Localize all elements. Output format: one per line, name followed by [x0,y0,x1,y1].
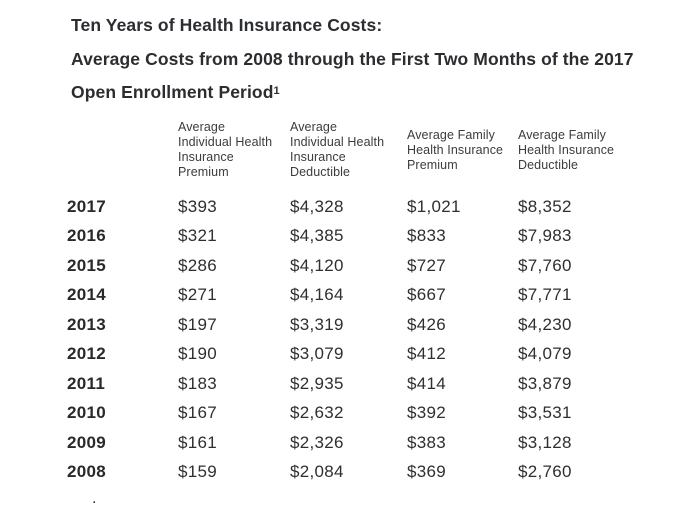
row-year: 2013 [67,314,107,334]
row-value: $3,128 [518,432,572,452]
row-value: $286 [178,255,218,275]
row-value: $426 [407,314,447,334]
row-value: $7,771 [518,285,572,305]
footnote-reference: 1 [273,85,280,97]
row-value: $167 [178,403,218,423]
column-header-label: Average Individual Health Insurance Prem… [178,120,273,179]
row-value: $4,230 [518,314,572,334]
row-year: 2017 [67,196,107,216]
column-header-label: Average Family Health Insurance Premium [407,127,504,172]
footnote-dot: . [92,490,97,507]
row-value: $3,079 [290,344,344,364]
table-row: 2016 $321 $4,385 $833 $7,983 [67,222,648,252]
row-year: 2010 [67,403,107,423]
row-value: $3,319 [290,314,344,334]
row-value: $3,879 [518,373,572,393]
row-value: $414 [407,373,447,393]
row-value: $1,021 [407,196,461,216]
row-value: $7,760 [518,255,572,275]
row-year: 2012 [67,344,107,364]
row-value: $412 [407,344,447,364]
row-value: $4,328 [290,196,344,216]
row-value: $271 [178,285,218,305]
table-row: 2012 $190 $3,079 $412 $4,079 [67,340,648,370]
column-header-family-premium: Average Family Health Insurance Premium [407,128,518,173]
row-value: $833 [407,226,447,246]
row-value: $190 [178,344,218,364]
table-row: 2009 $161 $2,326 $383 $3,128 [67,428,648,458]
row-value: $2,760 [518,462,572,482]
row-value: $197 [178,314,218,334]
table-row: 2008 $159 $2,084 $369 $2,760 [67,458,648,488]
table-row: 2015 $286 $4,120 $727 $7,760 [67,251,648,281]
row-value: $2,935 [290,373,344,393]
table-body: 2017 $393 $4,328 $1,021 $8,352 2016 $321 $4,385… [67,192,648,487]
row-value: $393 [178,196,218,216]
row-year: 2016 [67,226,107,246]
table-row: 2017 $393 $4,328 $1,021 $8,352 [67,192,648,222]
title-line-3: Open Enrollment Period1 [71,76,634,110]
row-year: 2008 [67,462,107,482]
row-value: $321 [178,226,218,246]
row-value: $8,352 [518,196,572,216]
row-value: $727 [407,255,447,275]
row-value: $383 [407,432,447,452]
column-header-label: Average Individual Health Insurance Dedu… [290,120,385,179]
row-value: $2,326 [290,432,344,452]
title-line-3-text: Open Enrollment Period [71,82,274,102]
row-year: 2011 [67,373,106,393]
table-row: 2010 $167 $2,632 $392 $3,531 [67,399,648,429]
row-value: $3,531 [518,403,572,423]
row-value: $4,164 [290,285,344,305]
title-line-2: Average Costs from 2008 through the Firs… [71,48,634,69]
row-value: $2,632 [290,403,344,423]
table-row: 2014 $271 $4,164 $667 $7,771 [67,281,648,311]
page-title: Ten Years of Health Insurance Costs: Ave… [71,9,634,110]
row-value: $369 [407,462,447,482]
row-value: $161 [178,432,218,452]
row-value: $4,385 [290,226,344,246]
row-value: $159 [178,462,218,482]
row-year: 2009 [67,432,107,452]
column-header-label: Average Family Health Insurance Deductib… [518,127,615,172]
table-row: 2011 $183 $2,935 $414 $3,879 [67,369,648,399]
row-year: 2015 [67,255,107,275]
table-row: 2013 $197 $3,319 $426 $4,230 [67,310,648,340]
row-value: $2,084 [290,462,344,482]
row-value: $183 [178,373,218,393]
title-line-1: Ten Years of Health Insurance Costs: [71,15,383,35]
row-value: $7,983 [518,226,572,246]
row-value: $667 [407,285,447,305]
cost-table: Average Individual Health Insurance Prem… [67,108,648,487]
column-header-individual-premium: Average Individual Health Insurance Prem… [178,120,290,180]
table-header-row: Average Individual Health Insurance Prem… [67,108,648,192]
row-value: $4,120 [290,255,344,275]
row-value: $392 [407,403,447,423]
row-year: 2014 [67,285,107,305]
column-header-individual-deductible: Average Individual Health Insurance Dedu… [290,120,407,180]
column-header-family-deductible: Average Family Health Insurance Deductib… [518,128,648,173]
row-value: $4,079 [518,344,572,364]
